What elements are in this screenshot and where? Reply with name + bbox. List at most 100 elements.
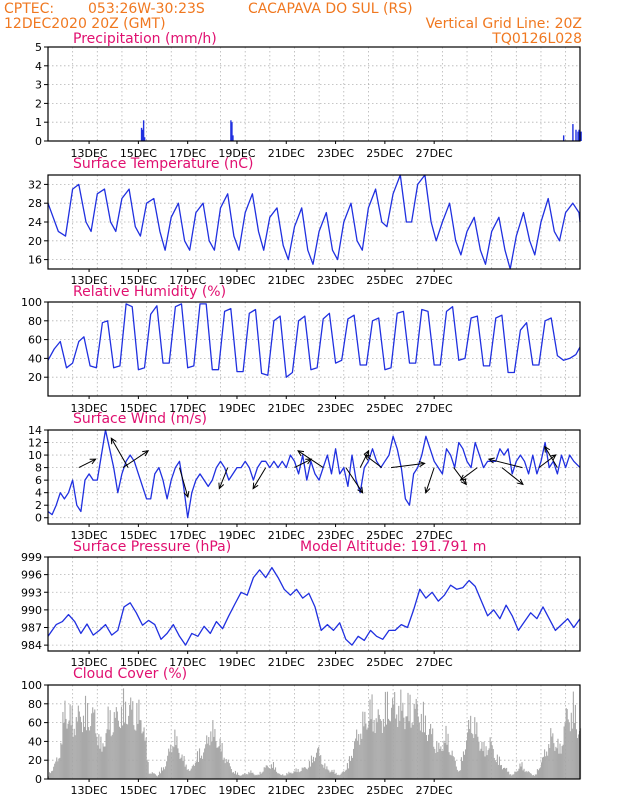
cloud-bar	[572, 691, 574, 779]
cloud-bar	[500, 764, 503, 779]
cloud-bar	[551, 736, 553, 779]
cloud-bar	[204, 748, 206, 779]
cloud-bar	[542, 757, 544, 779]
cloud-bar	[290, 772, 292, 779]
cloud-bar	[180, 757, 182, 779]
cloud-bar	[374, 733, 376, 779]
cloud-bar	[483, 741, 485, 779]
x-tick-label: 25DEC	[366, 529, 403, 542]
y-tick-label: 987	[21, 622, 42, 635]
cloud-bar	[185, 764, 187, 779]
x-tick-label: 15DEC	[120, 274, 157, 287]
cloud-bar	[64, 700, 66, 779]
x-tick-label: 23DEC	[317, 402, 354, 415]
wind-arrow	[78, 458, 96, 469]
cloud-bar	[60, 742, 62, 779]
cloud-bar	[472, 734, 474, 779]
cloud-bar	[292, 773, 294, 779]
cloud-bar	[84, 695, 87, 779]
cloud-bar	[200, 758, 202, 779]
cloud-bar	[415, 698, 417, 779]
x-tick-label: 25DEC	[366, 402, 403, 415]
cloud-bar	[108, 729, 110, 779]
cloud-bar	[546, 751, 548, 779]
x-tick-label: 25DEC	[366, 147, 403, 160]
cloud-bar	[449, 754, 451, 779]
cloud-bar	[198, 748, 201, 779]
cloud-bar	[365, 723, 367, 779]
panel-frame	[47, 174, 581, 270]
y-tick-label: 32	[28, 178, 42, 191]
cloud-bar	[212, 720, 214, 779]
wind-arrow-head	[89, 458, 97, 465]
cloud-bar	[221, 743, 223, 779]
cloud-bar	[391, 707, 393, 779]
cloud-bar	[538, 768, 541, 779]
x-tick-label: 13DEC	[71, 656, 108, 669]
cloud-bar	[115, 707, 117, 779]
wind-arrow-head	[252, 482, 259, 490]
cloud-bar	[145, 737, 147, 779]
cloud-bar	[298, 772, 300, 779]
cloud-bar	[434, 748, 436, 779]
cloud-bar	[194, 762, 196, 779]
cloud-bar	[384, 691, 386, 779]
panel-title: Cloud Cover (%)	[73, 666, 187, 682]
x-tick-label: 23DEC	[317, 656, 354, 669]
wind-arrow	[425, 467, 435, 493]
cloud-bar	[446, 744, 448, 779]
x-tick-label: 25DEC	[366, 274, 403, 287]
cloud-bar	[567, 719, 569, 779]
cloud-bar	[381, 732, 383, 779]
cloud-bar	[353, 748, 355, 779]
cloud-bar	[356, 729, 358, 779]
cloud-bar	[473, 738, 475, 779]
y-tick-label: 80	[28, 698, 42, 711]
cloud-bar	[430, 723, 432, 779]
cloud-bar	[375, 718, 377, 779]
cloud-bar	[241, 775, 243, 779]
series-line	[47, 174, 581, 270]
cloud-bar	[82, 715, 85, 779]
wind-arrow-head	[544, 445, 551, 453]
wind-arrow-head	[459, 474, 467, 481]
cloud-bar	[165, 766, 167, 779]
y-tick-label: 984	[21, 639, 42, 652]
cloud-bar	[355, 738, 357, 779]
cloud-bar	[170, 744, 172, 779]
precip-bar	[231, 122, 233, 141]
cloud-bar	[119, 728, 121, 779]
x-tick-label: 27DEC	[416, 402, 453, 415]
cloud-bar	[314, 761, 316, 779]
cloud-bar	[228, 763, 230, 779]
x-tick-label: 27DEC	[416, 529, 453, 542]
cloud-bar	[135, 730, 137, 779]
x-tick-label: 21DEC	[268, 784, 305, 797]
cloud-bar	[201, 755, 203, 779]
cloud-bar	[523, 768, 525, 779]
cloud-bar	[441, 750, 443, 779]
cloud-bar	[477, 736, 479, 779]
cloud-bar	[383, 726, 385, 779]
cloud-bar	[76, 721, 78, 779]
cloud-bar	[306, 769, 308, 779]
cloud-bar	[151, 772, 153, 779]
cloud-bar	[80, 722, 82, 779]
cloud-bar	[61, 744, 63, 779]
x-tick-label: 15DEC	[120, 529, 157, 542]
cloud-bar	[177, 748, 179, 779]
cloud-bar	[462, 751, 465, 779]
cloud-bar	[419, 730, 421, 779]
cloud-bar	[468, 719, 470, 779]
cloud-bar	[521, 762, 523, 779]
cloud-bar	[78, 711, 80, 779]
x-tick-label: 17DEC	[169, 529, 206, 542]
x-tick-label: 13DEC	[71, 529, 108, 542]
cloud-bar	[566, 709, 568, 779]
cloud-bar	[234, 770, 237, 779]
y-tick-label: 60	[28, 717, 42, 730]
cloud-bar	[435, 753, 437, 779]
cloud-bar	[493, 757, 495, 779]
cloud-bar	[385, 724, 387, 779]
cloud-bar	[440, 746, 442, 779]
